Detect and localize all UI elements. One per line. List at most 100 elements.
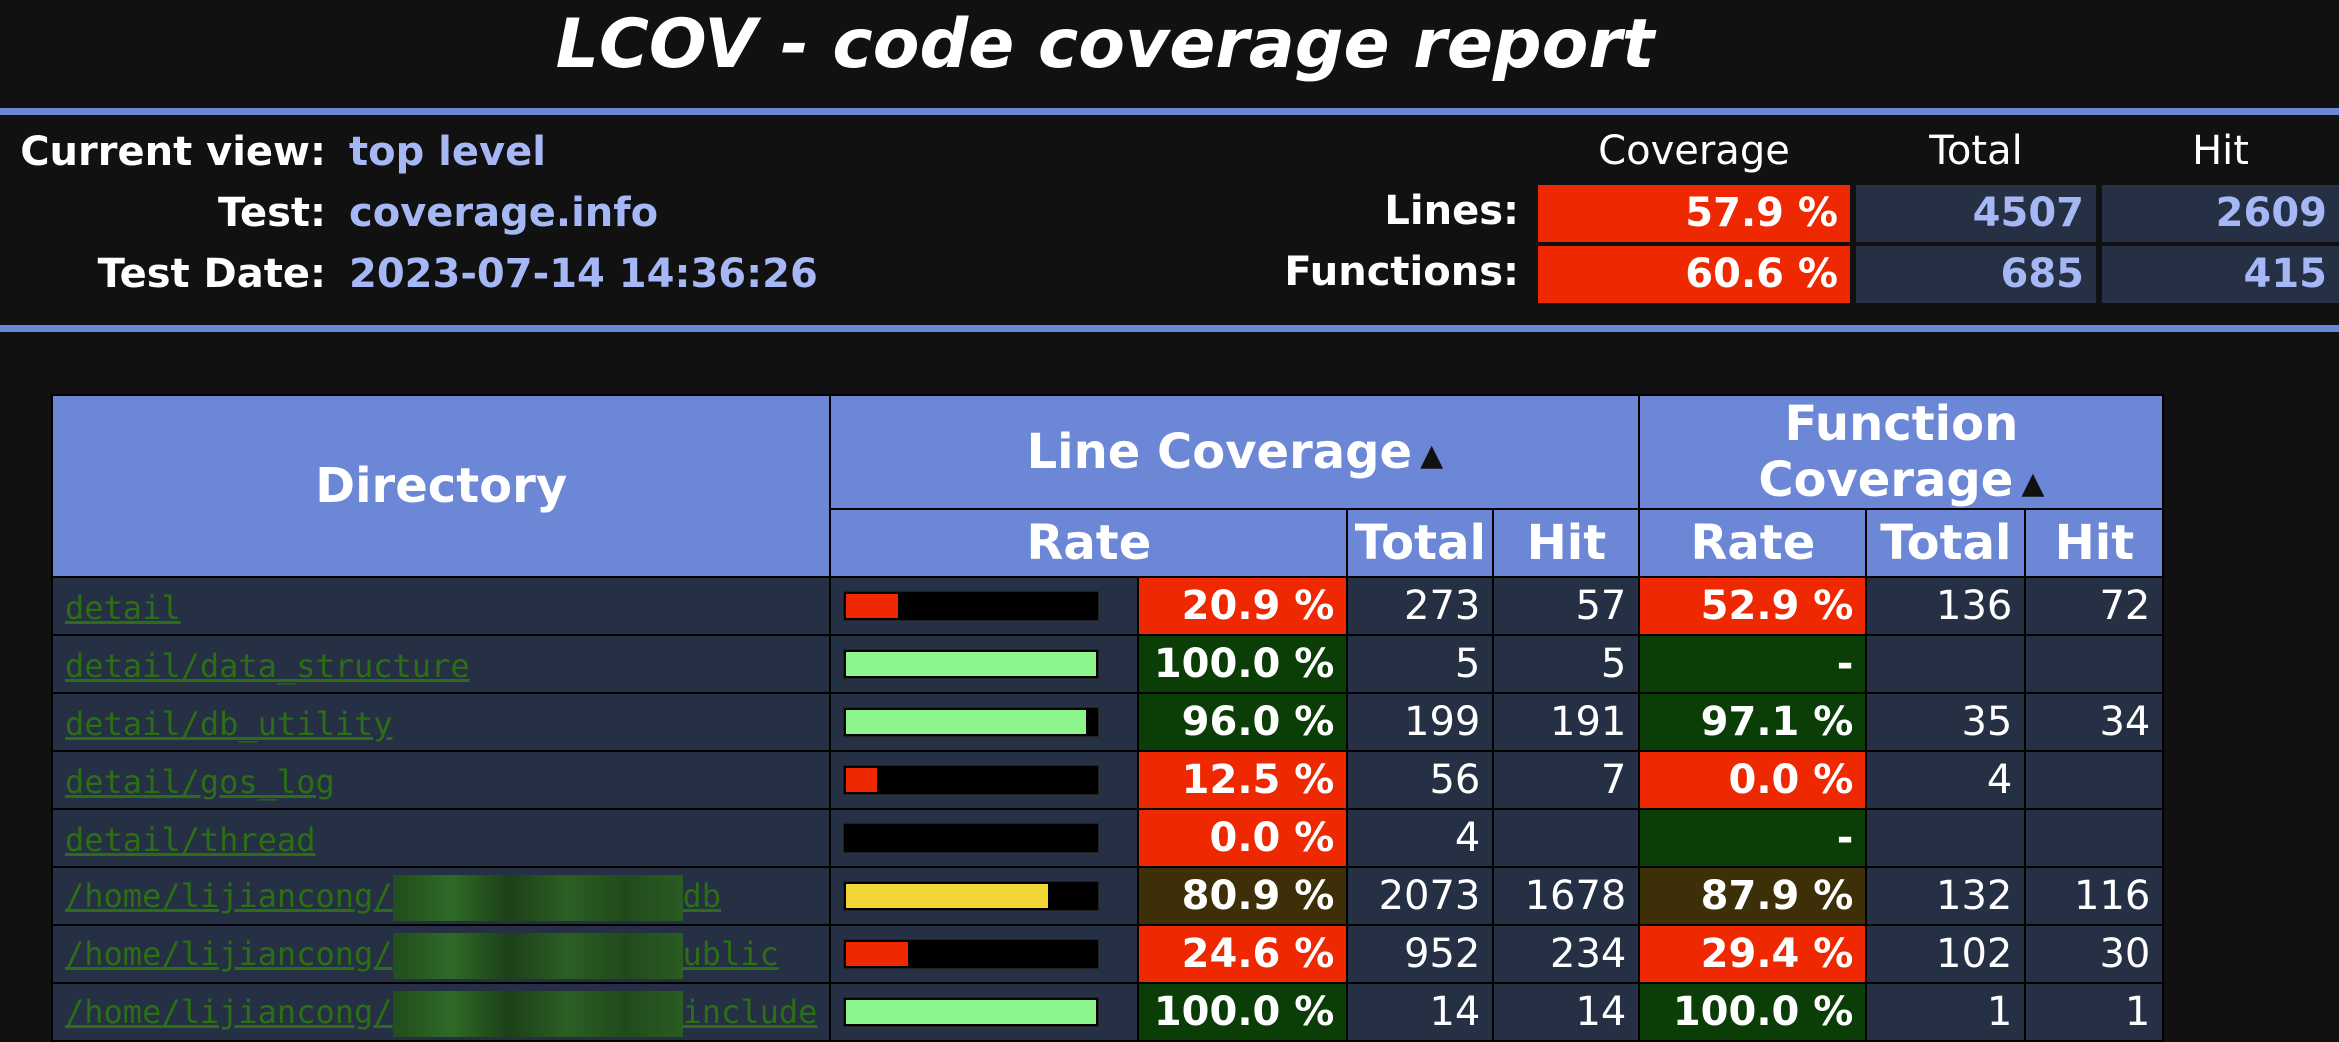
line-coverage-bar-fill [846, 942, 909, 966]
table-row: detail/data_structure 100.0 % 5 5- [53, 636, 2163, 692]
summary-functions-hit: 415 [2102, 246, 2339, 303]
line-rate-cell: 80.9 % [1139, 868, 1347, 924]
test-date-value: 2023-07-14 14:36:26 [349, 251, 818, 297]
directory-name-cell: detail/data_structure [53, 636, 830, 692]
redacted-path-segment [392, 991, 683, 1037]
function-hit-cell: 1 [2026, 984, 2163, 1040]
summary-hit-header: Hit [2192, 128, 2249, 174]
directory-name-cell: /home/lijiancong/include [53, 984, 830, 1040]
function-total-cell: 136 [1867, 578, 2025, 634]
directory-link-suffix: db [682, 877, 722, 915]
function-rate-cell: - [1640, 810, 1866, 866]
line-total-cell: 4 [1348, 810, 1493, 866]
line-coverage-bar-fill [846, 768, 878, 792]
line-total-header: Total [1348, 510, 1493, 576]
line-total-cell: 56 [1348, 752, 1493, 808]
function-rate-cell: 100.0 % [1640, 984, 1866, 1040]
redacted-path-segment [392, 875, 683, 921]
line-coverage-bar-fill [846, 1000, 1097, 1024]
line-coverage-bar-fill [846, 594, 899, 618]
line-coverage-bar [843, 591, 1100, 621]
directory-link[interactable]: /home/lijiancong/include [65, 991, 817, 1037]
line-hit-cell: 234 [1494, 926, 1639, 982]
table-row: detail/thread 0.0 % 4 - [53, 810, 2163, 866]
line-coverage-bar [843, 707, 1100, 737]
line-coverage-bar-cell [831, 694, 1138, 750]
function-hit-cell: 30 [2026, 926, 2163, 982]
directory-link-suffix: ublic [682, 935, 779, 973]
line-coverage-bar [843, 939, 1100, 969]
directory-header[interactable]: Directory [53, 396, 830, 576]
function-rate-cell: 97.1 % [1640, 694, 1866, 750]
line-total-cell: 273 [1348, 578, 1493, 634]
line-hit-cell: 7 [1494, 752, 1639, 808]
line-rate-cell: 0.0 % [1139, 810, 1347, 866]
function-rate-cell: 52.9 % [1640, 578, 1866, 634]
line-rate-cell: 24.6 % [1139, 926, 1347, 982]
directory-link[interactable]: detail/data_structure [65, 647, 470, 685]
directory-link[interactable]: /home/lijiancong/ublic [65, 933, 779, 979]
line-rate-cell: 96.0 % [1139, 694, 1347, 750]
redacted-path-segment [392, 933, 683, 979]
directory-link[interactable]: /home/lijiancong/db [65, 875, 722, 921]
directory-name-cell: detail/thread [53, 810, 830, 866]
function-total-cell [1867, 810, 2025, 866]
summary-lines-hit: 2609 [2102, 185, 2339, 242]
current-view-value[interactable]: top level [349, 129, 546, 175]
sort-icon[interactable]: ▲︎ [1420, 437, 1444, 473]
line-coverage-bar-fill [846, 652, 1097, 676]
function-hit-header: Hit [2026, 510, 2163, 576]
function-coverage-header[interactable]: Function Coverage ▲︎ [1640, 396, 2163, 508]
function-rate-cell: 0.0 % [1640, 752, 1866, 808]
function-hit-cell [2026, 636, 2163, 692]
line-rate-cell: 20.9 % [1139, 578, 1347, 634]
table-row: detail 20.9 % 273 57 52.9 % 136 72 [53, 578, 2163, 634]
function-total-cell: 35 [1867, 694, 2025, 750]
line-coverage-bar-cell [831, 810, 1138, 866]
directory-link[interactable]: detail/thread [65, 821, 316, 859]
function-hit-cell: 72 [2026, 578, 2163, 634]
directory-link-prefix: /home/lijiancong/ [65, 877, 393, 915]
summary-lines-total: 4507 [1856, 185, 2096, 242]
test-value: coverage.info [349, 190, 659, 236]
line-coverage-bar-cell [831, 868, 1138, 924]
line-hit-cell: 5 [1494, 636, 1639, 692]
table-row: /home/lijiancong/include 100.0 % 14 14 100.0… [53, 984, 2163, 1040]
function-total-cell: 1 [1867, 984, 2025, 1040]
function-rate-cell: 87.9 % [1640, 868, 1866, 924]
directory-link[interactable]: detail/gos_log [65, 763, 335, 801]
test-label: Test: [217, 190, 326, 236]
line-coverage-bar [843, 765, 1100, 795]
directory-name-cell: detail [53, 578, 830, 634]
function-rate-header: Rate [1640, 510, 1866, 576]
page-title: LCOV - code coverage report [555, 5, 1655, 84]
function-rate-cell: - [1640, 636, 1866, 692]
summary-functions-coverage: 60.6 % [1538, 246, 1850, 303]
summary-total-header: Total [1929, 128, 2023, 174]
line-coverage-bar-cell [831, 578, 1138, 634]
directory-name-cell: /home/lijiancong/ublic [53, 926, 830, 982]
line-total-cell: 5 [1348, 636, 1493, 692]
line-total-cell: 199 [1348, 694, 1493, 750]
function-hit-cell: 34 [2026, 694, 2163, 750]
sort-icon[interactable]: ▲︎ [2021, 465, 2045, 501]
line-coverage-label: Line Coverage [1026, 424, 1413, 480]
function-total-cell: 132 [1867, 868, 2025, 924]
line-coverage-bar-cell [831, 984, 1138, 1040]
line-hit-cell: 57 [1494, 578, 1639, 634]
directory-link[interactable]: detail/db_utility [65, 705, 393, 743]
line-coverage-bar-fill [846, 710, 1087, 734]
function-hit-cell: 116 [2026, 868, 2163, 924]
summary-lines-coverage: 57.9 % [1538, 185, 1850, 242]
table-row: detail/db_utility 96.0 % 199 191 97.1 % 35 34 [53, 694, 2163, 750]
line-coverage-header[interactable]: Line Coverage ▲︎ [831, 396, 1639, 508]
current-view-label: Current view: [20, 129, 326, 175]
line-rate-cell: 12.5 % [1139, 752, 1347, 808]
function-hit-cell [2026, 810, 2163, 866]
line-coverage-bar [843, 997, 1100, 1027]
header-divider-bottom [0, 325, 2339, 332]
directory-link[interactable]: detail [65, 589, 181, 627]
directory-link-prefix: /home/lijiancong/ [65, 993, 393, 1031]
line-total-cell: 952 [1348, 926, 1493, 982]
function-coverage-label: Function Coverage [1758, 396, 2019, 508]
